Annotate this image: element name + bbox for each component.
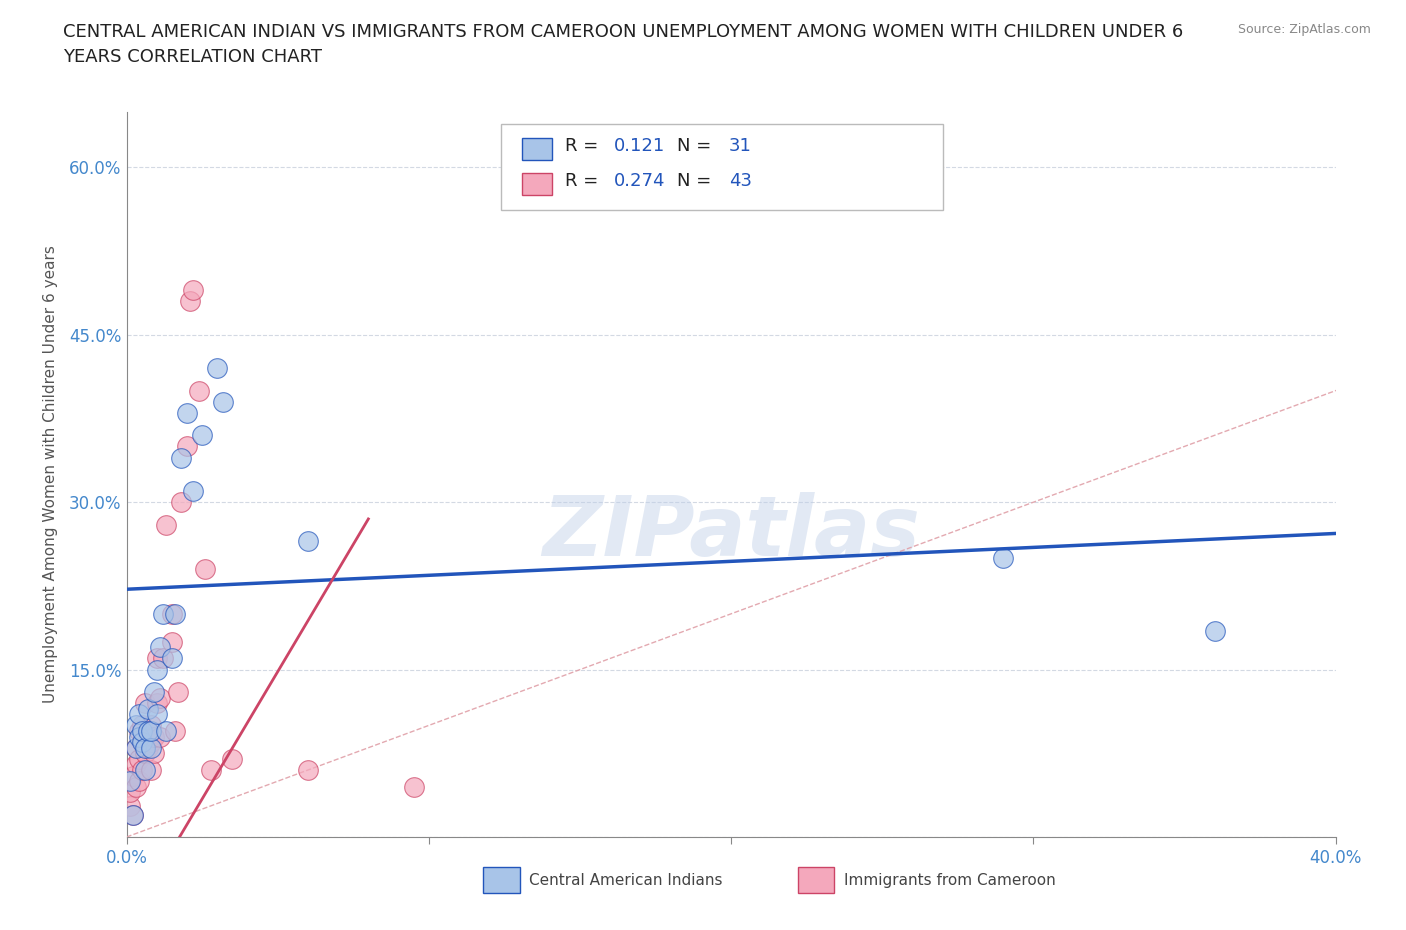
Point: [142, 746, 165, 761]
Point: [146, 662, 169, 677]
Point: [134, 763, 156, 777]
Point: [134, 696, 156, 711]
Point: [139, 718, 162, 733]
Point: [1204, 623, 1226, 638]
Point: [118, 798, 141, 813]
Point: [170, 450, 193, 465]
Y-axis label: Unemployment Among Women with Children Under 6 years: Unemployment Among Women with Children U…: [44, 246, 58, 703]
Point: [139, 763, 162, 777]
Point: [146, 696, 169, 711]
Point: [134, 746, 156, 761]
Point: [163, 606, 186, 621]
Point: [136, 724, 159, 738]
Point: [149, 729, 172, 744]
Point: [131, 724, 153, 738]
Point: [160, 606, 183, 621]
Point: [142, 684, 165, 699]
Point: [149, 640, 172, 655]
Point: [188, 383, 211, 398]
Point: [167, 684, 190, 699]
Point: [136, 740, 159, 755]
Point: [205, 361, 228, 376]
Point: [124, 740, 146, 755]
Point: [128, 751, 150, 766]
Point: [191, 428, 214, 443]
Point: [131, 735, 153, 750]
Text: Immigrants from Cameroon: Immigrants from Cameroon: [844, 873, 1056, 888]
Point: [993, 551, 1015, 565]
FancyBboxPatch shape: [522, 139, 553, 160]
Point: [121, 768, 143, 783]
Point: [200, 763, 222, 777]
Point: [402, 779, 425, 794]
Point: [194, 562, 217, 577]
Text: N =: N =: [676, 137, 717, 154]
Text: Central American Indians: Central American Indians: [529, 873, 723, 888]
Point: [152, 651, 174, 666]
Point: [297, 763, 319, 777]
Text: 0.121: 0.121: [614, 137, 665, 154]
Point: [128, 729, 150, 744]
Point: [131, 735, 153, 750]
Point: [146, 651, 169, 666]
Text: CENTRAL AMERICAN INDIAN VS IMMIGRANTS FROM CAMEROON UNEMPLOYMENT AMONG WOMEN WIT: CENTRAL AMERICAN INDIAN VS IMMIGRANTS FR…: [63, 23, 1184, 66]
Point: [128, 707, 150, 722]
Point: [155, 724, 177, 738]
Point: [124, 779, 146, 794]
Text: 31: 31: [728, 137, 752, 154]
Point: [160, 634, 183, 649]
Point: [152, 606, 174, 621]
Text: N =: N =: [676, 171, 717, 190]
Point: [179, 294, 201, 309]
Point: [297, 534, 319, 549]
Point: [139, 724, 162, 738]
Point: [131, 718, 153, 733]
FancyBboxPatch shape: [502, 124, 943, 209]
Text: Source: ZipAtlas.com: Source: ZipAtlas.com: [1237, 23, 1371, 36]
Point: [118, 774, 141, 789]
Point: [134, 729, 156, 744]
Point: [212, 394, 235, 409]
Point: [146, 707, 169, 722]
FancyBboxPatch shape: [484, 868, 520, 893]
Point: [160, 651, 183, 666]
Text: ZIPatlas: ZIPatlas: [543, 492, 920, 573]
Point: [139, 735, 162, 750]
Point: [121, 807, 143, 822]
FancyBboxPatch shape: [522, 173, 553, 195]
Text: R =: R =: [565, 137, 605, 154]
Text: 43: 43: [728, 171, 752, 190]
Point: [163, 724, 186, 738]
Text: R =: R =: [565, 171, 605, 190]
Point: [139, 740, 162, 755]
Point: [149, 690, 172, 705]
Text: 0.274: 0.274: [614, 171, 665, 190]
Point: [121, 807, 143, 822]
Point: [155, 517, 177, 532]
Point: [221, 751, 243, 766]
Point: [134, 740, 156, 755]
Point: [181, 484, 204, 498]
Point: [136, 701, 159, 716]
Point: [124, 757, 146, 772]
Point: [170, 495, 193, 510]
FancyBboxPatch shape: [797, 868, 834, 893]
Point: [131, 763, 153, 777]
Point: [181, 283, 204, 298]
Point: [136, 724, 159, 738]
Point: [128, 774, 150, 789]
Point: [118, 785, 141, 800]
Point: [176, 439, 198, 454]
Point: [142, 729, 165, 744]
Point: [124, 740, 146, 755]
Point: [124, 718, 146, 733]
Point: [128, 724, 150, 738]
Point: [176, 405, 198, 420]
